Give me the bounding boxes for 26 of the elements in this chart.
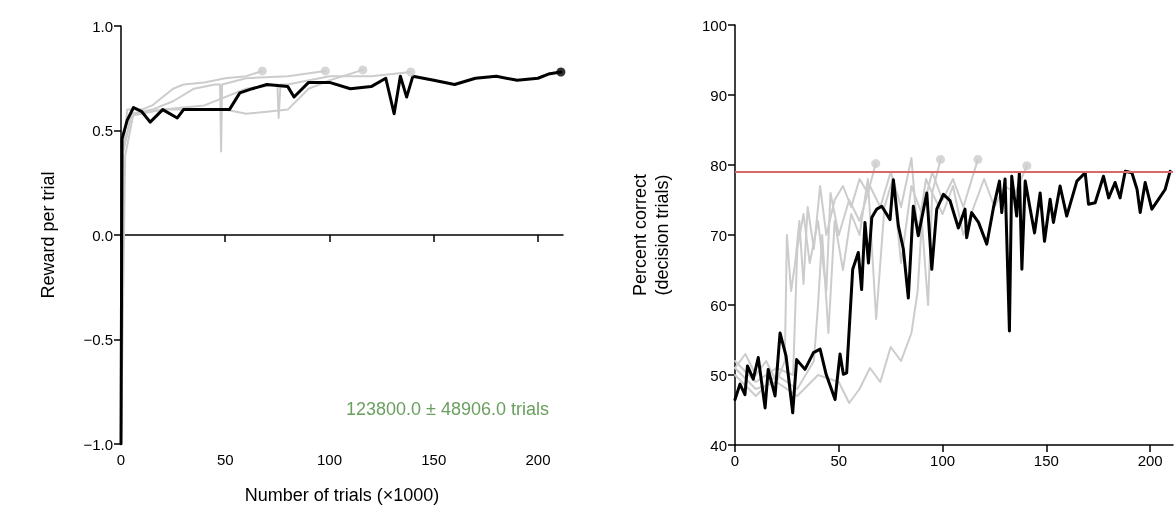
x-tick-label: 0 — [730, 452, 740, 469]
y-tick-label: 80 — [710, 156, 727, 174]
y-axis-title: Reward per trial — [38, 171, 58, 299]
x-tick-label: 0 — [116, 451, 126, 468]
y-tick-label: 50 — [710, 366, 727, 384]
y-tick-label: 40 — [710, 436, 727, 454]
x-tick-label: 100 — [930, 452, 956, 469]
y-tick-label: −1.0 — [83, 435, 113, 453]
y-tick-label: −0.5 — [83, 331, 113, 348]
x-tick-label: 150 — [421, 451, 447, 468]
y-tick-label: 0.5 — [92, 122, 113, 139]
x-tick-label: 50 — [216, 451, 234, 468]
x-tick-label: 200 — [525, 451, 551, 468]
y-tick-label: 100 — [701, 16, 727, 34]
x-tick-label: 200 — [1137, 452, 1163, 469]
x-tick-label: 50 — [830, 452, 848, 469]
y-tick-label: 90 — [710, 86, 727, 104]
x-axis-title: Number of trials (×1000) — [244, 485, 440, 505]
annotation: 123800.0 ± 48906.0 trials — [345, 399, 549, 419]
x-tick-label: 150 — [1033, 452, 1059, 469]
y-tick-label: 60 — [710, 296, 727, 314]
y-tick-label: 70 — [710, 226, 727, 244]
y-tick-label: 0.0 — [92, 226, 113, 244]
y-axis-title: Percent correct (decision trials) — [630, 173, 672, 297]
x-tick-label: 100 — [316, 451, 343, 468]
y-tick-label: 1.0 — [92, 17, 113, 35]
